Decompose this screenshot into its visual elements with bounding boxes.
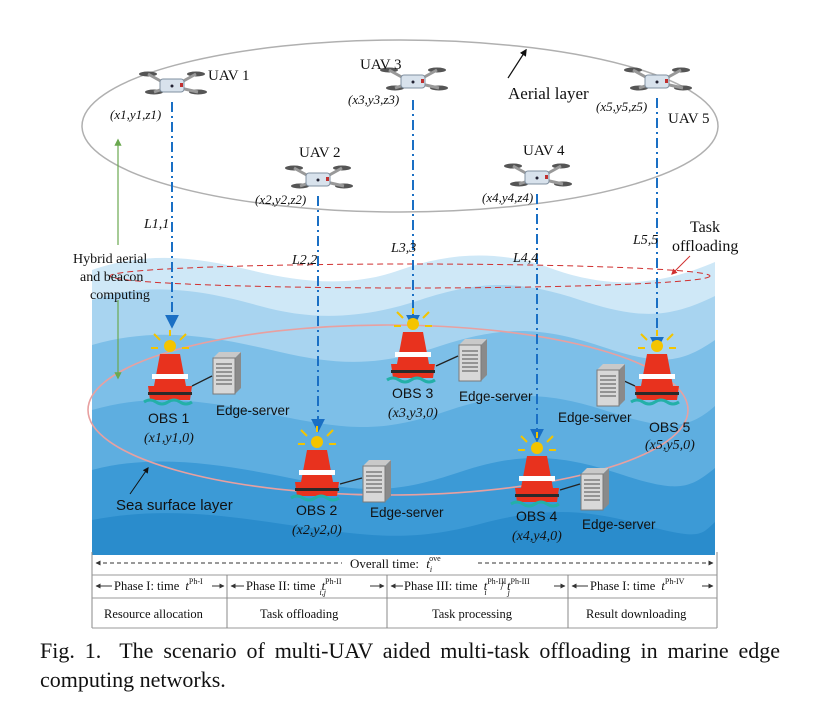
- link-label-5: L5,5: [632, 233, 658, 248]
- overall-time-label: Overall time: tiove: [350, 554, 441, 574]
- obs-4-coord: (x4,y4,0): [512, 529, 562, 544]
- edge-server-5-icon: [596, 363, 626, 407]
- edge-server-1-icon: [212, 351, 242, 395]
- edge-server-5-label: Edge-server: [558, 410, 632, 425]
- sea-surface-layer-label: Sea surface layer: [116, 497, 233, 514]
- uav-4-icon: [502, 162, 574, 188]
- obs-2-name: OBS 2: [296, 502, 337, 518]
- obs-1-name: OBS 1: [148, 410, 189, 426]
- edge-server-1-label: Edge-server: [216, 403, 290, 418]
- uav-4-coord: (x4,y4,z4): [482, 190, 533, 205]
- hybrid-label-line1: Hybrid aerial: [73, 252, 147, 267]
- aerial-layer-ellipse: [81, 39, 719, 213]
- edge-server-3-label: Edge-server: [459, 389, 533, 404]
- obs-5-coord: (x5,y5,0): [645, 438, 695, 453]
- hybrid-computing-ellipse: [109, 263, 711, 289]
- task-offloading-label-line2: offloading: [672, 238, 738, 255]
- uav-4-label: UAV 4: [523, 143, 565, 159]
- obs-3-name: OBS 3: [392, 385, 433, 401]
- figure-number: Fig. 1.: [40, 638, 102, 663]
- edge-server-2-label: Edge-server: [370, 505, 444, 520]
- timeline-table: [91, 552, 718, 629]
- uav-1-coord: (x1,y1,z1): [110, 107, 161, 122]
- uav-5-icon: [622, 66, 694, 92]
- uav-5-coord: (x5,y5,z5): [596, 99, 647, 114]
- link-label-1: L1,1: [143, 217, 169, 232]
- uav-obs-links: [165, 98, 664, 443]
- uav-2-icon: [283, 164, 355, 190]
- link-label-4: L4,4: [512, 251, 538, 266]
- edge-server-3-icon: [458, 338, 488, 382]
- hybrid-label-line2: and beacon: [80, 270, 143, 285]
- marine-edge-computing-diagram: UAV 1 UAV 2 UAV 3 UAV 4 UAV 5 (x1,y1,z1)…: [73, 39, 738, 629]
- task-result-downloading: Result downloading: [586, 607, 687, 621]
- aerial-layer-arrow: [507, 48, 527, 79]
- uav-3-coord: (x3,y3,z3): [348, 92, 399, 107]
- uav-1-label: UAV 1: [208, 68, 250, 84]
- link-label-3: L3,3: [390, 241, 416, 256]
- task-task-processing: Task processing: [432, 607, 513, 621]
- edge-server-2-icon: [362, 459, 392, 503]
- uav-1-icon: [137, 70, 209, 96]
- phase-1-label: Phase I: time tPh-I: [114, 577, 203, 593]
- edge-server-4-icon: [580, 467, 610, 511]
- aerial-layer-label: Aerial layer: [508, 84, 589, 103]
- edge-server-4-label: Edge-server: [582, 517, 656, 532]
- task-resource-allocation: Resource allocation: [104, 607, 204, 621]
- uav-2-coord: (x2,y2,z2): [255, 192, 306, 207]
- phase-2-label: Phase II: time tPh-II i,j: [246, 577, 342, 597]
- phase-3-label: Phase III: time tPh-III i / tPh-III j: [404, 577, 530, 597]
- sea-surface-layer-arrow: [129, 467, 149, 495]
- obs-3-coord: (x3,y3,0): [388, 406, 438, 421]
- hybrid-label-line3: computing: [90, 288, 150, 303]
- obs-5-name: OBS 5: [649, 419, 690, 435]
- link-label-2: L2,2: [291, 253, 317, 268]
- figure-caption-text: The scenario of multi-UAV aided multi-ta…: [40, 638, 780, 692]
- phase-4-label: Phase I: time tPh-IV: [590, 577, 685, 593]
- uav-2-label: UAV 2: [299, 145, 341, 161]
- uav-3-label: UAV 3: [360, 57, 402, 73]
- task-task-offloading: Task offloading: [260, 607, 339, 621]
- task-offloading-label-line1: Task: [690, 219, 720, 236]
- task-offloading-arrow: [671, 255, 691, 275]
- uav-5-label: UAV 5: [668, 111, 710, 127]
- figure-caption: Fig. 1. The scenario of multi-UAV aided m…: [40, 636, 780, 694]
- obs-2-coord: (x2,y2,0): [292, 523, 342, 538]
- sea-background: [92, 255, 715, 555]
- obs-1-coord: (x1,y1,0): [144, 431, 194, 446]
- obs-4-name: OBS 4: [516, 508, 557, 524]
